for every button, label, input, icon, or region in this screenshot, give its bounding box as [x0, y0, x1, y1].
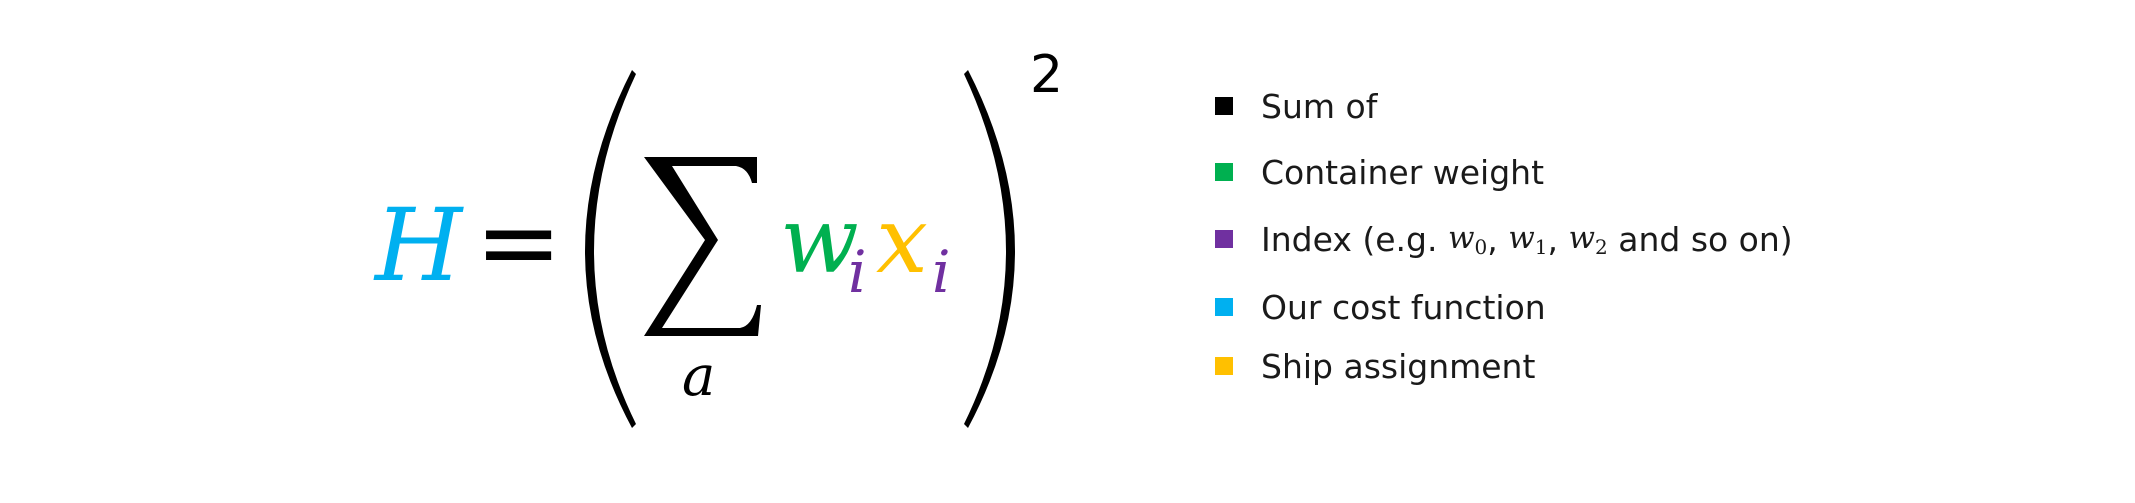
legend-item-container-weight: Container weight — [1215, 150, 1544, 194]
index-term-w2: w2 — [1568, 219, 1608, 259]
legend-item-ship-assignment: Ship assignment — [1215, 344, 1535, 388]
legend-swatch-blue — [1215, 298, 1233, 316]
equation-canvas: H = a w i x i 2 — [373, 45, 1063, 428]
legend-label: Sum of — [1261, 86, 1378, 126]
index-separator: , — [1487, 219, 1509, 259]
legend-item-sum-of: Sum of — [1215, 84, 1377, 128]
left-parenthesis — [585, 70, 636, 428]
index-separator: , — [1547, 219, 1569, 259]
legend-label: Ship assignment — [1261, 346, 1536, 386]
legend-label-prefix: Index (e.g. — [1261, 219, 1448, 259]
index-term-w0: w0 — [1447, 219, 1488, 259]
legend-swatch-green — [1215, 163, 1233, 181]
legend-swatch-yellow — [1215, 357, 1233, 375]
summation-symbol — [644, 157, 761, 336]
legend-swatch-black — [1215, 97, 1233, 115]
index-term-w1: w1 — [1508, 219, 1548, 259]
container-weight-symbol: w — [780, 187, 859, 294]
legend-label-suffix: and so on) — [1607, 219, 1793, 259]
variable-index-subscript: i — [932, 238, 951, 306]
weight-index-subscript: i — [848, 238, 867, 306]
summation-index: a — [682, 344, 715, 409]
exponent: 2 — [1030, 45, 1063, 105]
legend-item-index: Index (e.g. w0 , w1 , w2 and so on) — [1215, 217, 1793, 261]
ship-assignment-symbol: x — [876, 187, 928, 294]
legend-swatch-purple — [1215, 230, 1233, 248]
cost-function-symbol: H — [373, 187, 464, 304]
cost-function-equation: H = a w i x i 2 — [373, 45, 1063, 428]
right-parenthesis — [964, 70, 1015, 428]
equals-sign: = — [475, 181, 562, 303]
legend-item-cost-function: Our cost function — [1215, 285, 1546, 329]
legend-label: Container weight — [1261, 152, 1545, 192]
legend-label: Our cost function — [1261, 287, 1546, 327]
